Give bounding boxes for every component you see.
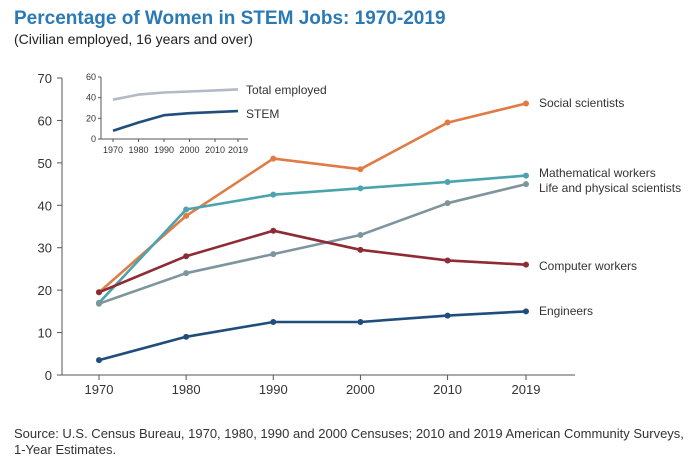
data-point-life-and-physical-scientists <box>357 231 364 238</box>
y-tick-label: 10 <box>38 326 52 341</box>
data-point-engineers <box>444 312 451 319</box>
x-tick-label: 1990 <box>259 382 288 397</box>
data-point-social-scientists <box>444 119 451 126</box>
series-label-social-scientists: Social scientists <box>539 96 624 110</box>
inset-x-tick-label: 1990 <box>154 145 174 155</box>
inset-x-tick-label: 1980 <box>128 145 148 155</box>
x-tick-label: 2000 <box>346 382 375 397</box>
data-point-engineers <box>183 333 190 340</box>
x-tick-label: 2010 <box>433 382 462 397</box>
inset-x-tick-label: 2019 <box>228 145 248 155</box>
data-point-mathematical-workers <box>444 178 451 185</box>
data-point-computer-workers <box>523 261 529 268</box>
data-point-life-and-physical-scientists <box>96 300 102 307</box>
data-point-life-and-physical-scientists <box>270 251 277 258</box>
inset-series-line-stem <box>112 109 239 132</box>
data-point-computer-workers <box>270 227 277 234</box>
y-tick-label: 20 <box>38 283 52 298</box>
data-point-social-scientists <box>523 100 529 107</box>
data-point-mathematical-workers <box>523 172 529 179</box>
data-point-engineers <box>96 357 102 364</box>
y-tick-label: 50 <box>38 156 52 171</box>
inset-x-tick-label: 1970 <box>103 145 123 155</box>
data-point-engineers <box>357 318 364 325</box>
y-tick-label: 30 <box>38 241 52 256</box>
inset-y-tick-label: 20 <box>86 113 96 123</box>
chart-title: Percentage of Women in STEM Jobs: 1970-2… <box>14 8 446 29</box>
data-point-engineers <box>270 318 277 325</box>
series-label-mathematical-workers: Mathematical workers <box>539 166 656 180</box>
data-point-mathematical-workers <box>270 191 277 198</box>
y-tick-label: 40 <box>38 198 52 213</box>
series-line-mathematical-workers <box>98 174 527 304</box>
data-point-social-scientists <box>270 155 277 162</box>
data-point-computer-workers <box>357 246 364 253</box>
y-tick-label: 70 <box>38 71 52 86</box>
inset-series-line-total-employed <box>112 88 239 101</box>
inset-plot: 0 20 40 60 1970 1980 1990 2000 2010 2019 Total emp… <box>86 72 327 155</box>
data-point-computer-workers <box>183 253 190 260</box>
inset-x-tick-label: 2000 <box>180 145 200 155</box>
source-note: Source: U.S. Census Bureau, 1970, 1980, … <box>14 426 684 457</box>
data-point-life-and-physical-scientists <box>523 181 529 188</box>
data-point-life-and-physical-scientists <box>444 200 451 207</box>
series-label-life-and-physical-scientists: Life and physical scientists <box>539 181 681 195</box>
series-line-engineers <box>98 310 527 362</box>
data-point-engineers <box>523 308 529 315</box>
inset-series-label-stem: STEM <box>246 107 279 121</box>
inset-y-tick-label: 0 <box>91 134 96 144</box>
inset-series-label-total-employed: Total employed <box>246 83 327 97</box>
data-point-social-scientists <box>183 212 190 219</box>
y-tick-label: 60 <box>38 113 52 128</box>
series-line-life-and-physical-scientists <box>98 182 527 305</box>
data-point-social-scientists <box>357 166 364 173</box>
data-point-mathematical-workers <box>183 206 190 213</box>
series-line-computer-workers <box>98 229 527 294</box>
data-point-mathematical-workers <box>357 185 364 192</box>
inset-y-tick-label: 40 <box>86 93 96 103</box>
inset-x-tick-label: 2010 <box>205 145 225 155</box>
series-label-computer-workers: Computer workers <box>539 259 637 273</box>
data-point-computer-workers <box>96 289 102 296</box>
data-point-computer-workers <box>444 257 451 264</box>
inset-y-tick-label: 60 <box>86 72 96 82</box>
x-tick-label: 1980 <box>172 382 201 397</box>
x-tick-label: 1970 <box>85 382 114 397</box>
series-label-engineers: Engineers <box>539 304 593 318</box>
data-point-life-and-physical-scientists <box>183 270 190 277</box>
chart-subtitle: (Civilian employed, 16 years and over) <box>14 31 253 47</box>
x-tick-label: 2019 <box>512 382 541 397</box>
y-tick-label: 0 <box>45 368 52 383</box>
series-line-social-scientists <box>98 102 527 294</box>
